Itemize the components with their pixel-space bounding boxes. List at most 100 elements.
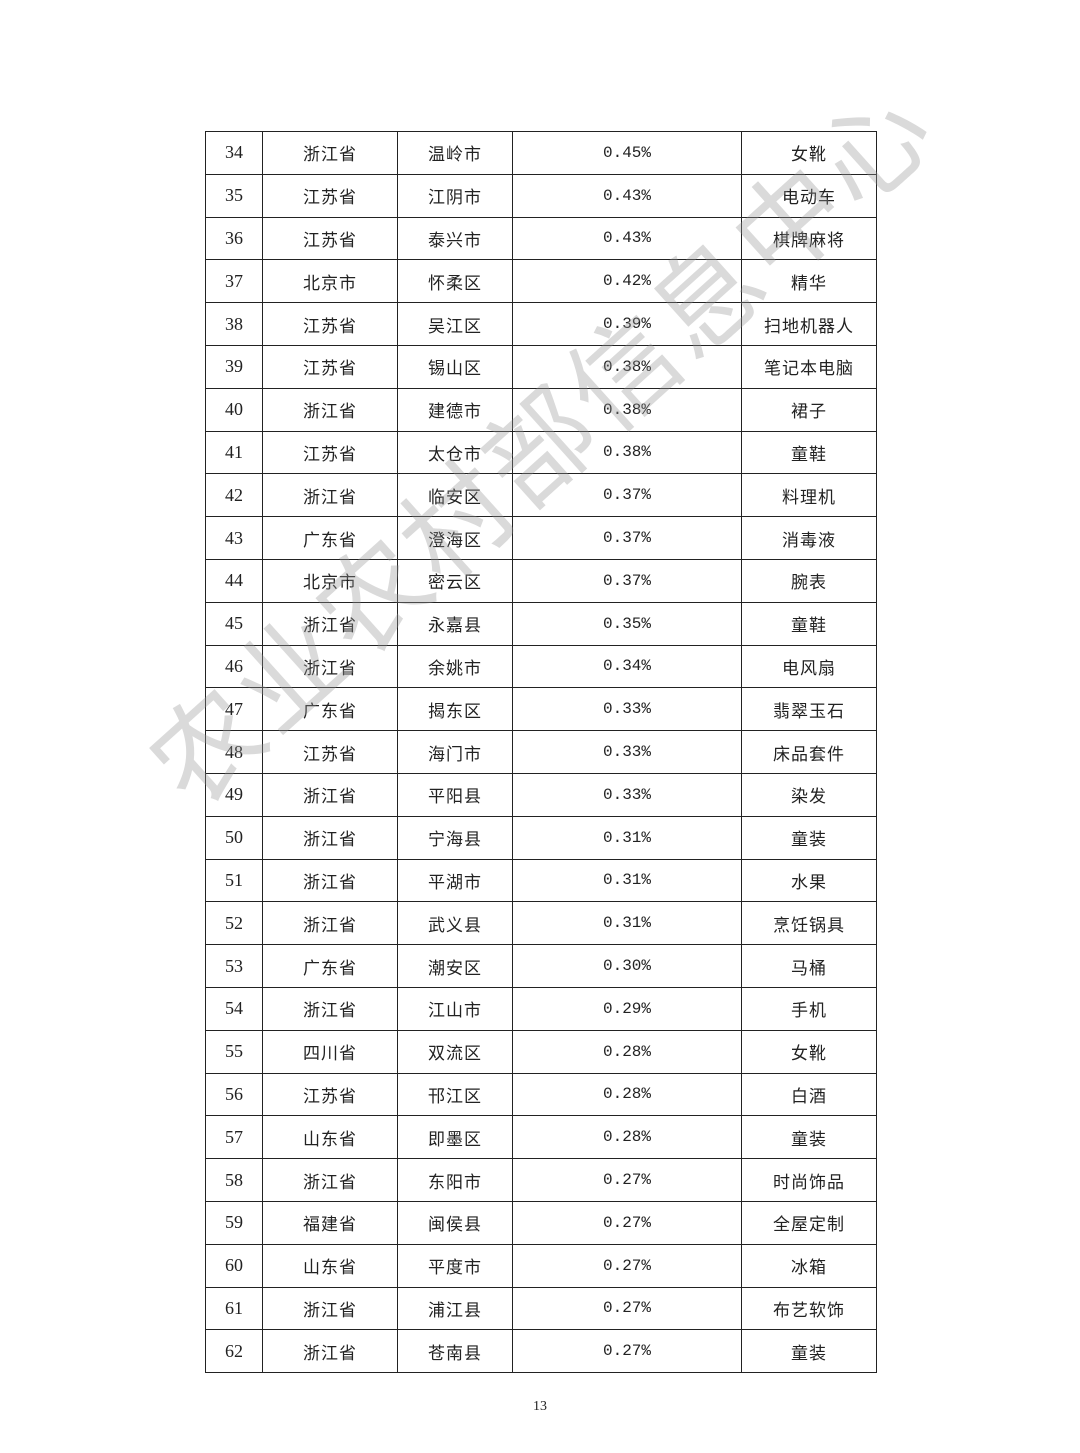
province-cell: 浙江省: [262, 1286, 398, 1331]
rank-cell: 49: [205, 772, 263, 817]
rank-cell: 61: [205, 1286, 263, 1331]
share-cell: 0.31%: [512, 815, 742, 860]
share-cell: 0.31%: [512, 901, 742, 946]
county-cell: 建德市: [397, 387, 513, 432]
county-cell: 海门市: [397, 730, 513, 774]
category-cell: 童装: [741, 1329, 877, 1374]
category-cell: 布艺软饰: [741, 1286, 877, 1331]
share-cell: 0.28%: [512, 1072, 742, 1117]
category-cell: 马桶: [741, 944, 877, 988]
county-cell: 平度市: [397, 1243, 513, 1288]
table-row: 34 浙江省 温岭市 0.45% 女靴: [205, 131, 877, 175]
share-cell: 0.37%: [512, 558, 742, 603]
province-cell: 江苏省: [262, 173, 398, 218]
page-number: 13: [533, 1399, 547, 1414]
county-cell: 江阴市: [397, 173, 513, 218]
county-cell: 双流区: [397, 1029, 513, 1074]
category-cell: 女靴: [741, 131, 877, 175]
table-row: 56 江苏省 邗江区 0.28% 白酒: [205, 1072, 877, 1117]
county-cell: 平湖市: [397, 858, 513, 903]
province-cell: 浙江省: [262, 473, 398, 518]
rank-cell: 38: [205, 302, 263, 346]
province-cell: 浙江省: [262, 815, 398, 860]
province-cell: 浙江省: [262, 1158, 398, 1202]
share-cell: 0.43%: [512, 173, 742, 218]
province-cell: 江苏省: [262, 1072, 398, 1117]
county-cell: 怀柔区: [397, 259, 513, 304]
county-cell: 闽侯县: [397, 1200, 513, 1245]
category-cell: 女靴: [741, 1029, 877, 1074]
county-cell: 吴江区: [397, 302, 513, 346]
share-cell: 0.37%: [512, 516, 742, 560]
rank-cell: 43: [205, 516, 263, 560]
county-cell: 密云区: [397, 558, 513, 603]
rank-cell: 60: [205, 1243, 263, 1288]
share-cell: 0.38%: [512, 344, 742, 389]
rank-cell: 54: [205, 986, 263, 1031]
province-cell: 浙江省: [262, 644, 398, 689]
county-cell: 泰兴市: [397, 216, 513, 261]
category-cell: 床品套件: [741, 730, 877, 774]
rank-cell: 58: [205, 1158, 263, 1202]
province-cell: 浙江省: [262, 601, 398, 646]
table-row: 49 浙江省 平阳县 0.33% 染发: [205, 772, 877, 817]
rank-cell: 56: [205, 1072, 263, 1117]
province-cell: 四川省: [262, 1029, 398, 1074]
share-cell: 0.27%: [512, 1200, 742, 1245]
county-cell: 温岭市: [397, 131, 513, 175]
share-cell: 0.43%: [512, 216, 742, 261]
category-cell: 童装: [741, 1115, 877, 1160]
rank-cell: 47: [205, 687, 263, 732]
province-cell: 北京市: [262, 558, 398, 603]
rank-cell: 51: [205, 858, 263, 903]
share-cell: 0.34%: [512, 644, 742, 689]
table-row: 36 江苏省 泰兴市 0.43% 棋牌麻将: [205, 216, 877, 261]
rank-cell: 50: [205, 815, 263, 860]
share-cell: 0.31%: [512, 858, 742, 903]
rank-cell: 42: [205, 473, 263, 518]
table-row: 41 江苏省 太仓市 0.38% 童鞋: [205, 430, 877, 475]
province-cell: 江苏省: [262, 730, 398, 774]
province-cell: 广东省: [262, 687, 398, 732]
table-row: 45 浙江省 永嘉县 0.35% 童鞋: [205, 601, 877, 646]
province-cell: 浙江省: [262, 986, 398, 1031]
ranking-table: 34 浙江省 温岭市 0.45% 女靴 35 江苏省 江阴市 0.43% 电动车 36 江苏省 泰兴市 0…: [205, 131, 877, 1374]
share-cell: 0.45%: [512, 131, 742, 175]
rank-cell: 44: [205, 558, 263, 603]
rank-cell: 59: [205, 1200, 263, 1245]
share-cell: 0.28%: [512, 1029, 742, 1074]
category-cell: 电风扇: [741, 644, 877, 689]
rank-cell: 39: [205, 344, 263, 389]
province-cell: 山东省: [262, 1243, 398, 1288]
table-row: 51 浙江省 平湖市 0.31% 水果: [205, 858, 877, 903]
share-cell: 0.38%: [512, 430, 742, 475]
share-cell: 0.42%: [512, 259, 742, 304]
category-cell: 白酒: [741, 1072, 877, 1117]
category-cell: 童鞋: [741, 430, 877, 475]
county-cell: 临安区: [397, 473, 513, 518]
category-cell: 冰箱: [741, 1243, 877, 1288]
share-cell: 0.27%: [512, 1329, 742, 1374]
category-cell: 扫地机器人: [741, 302, 877, 346]
category-cell: 棋牌麻将: [741, 216, 877, 261]
county-cell: 余姚市: [397, 644, 513, 689]
category-cell: 手机: [741, 986, 877, 1031]
province-cell: 福建省: [262, 1200, 398, 1245]
county-cell: 宁海县: [397, 815, 513, 860]
province-cell: 广东省: [262, 944, 398, 988]
table-row: 48 江苏省 海门市 0.33% 床品套件: [205, 730, 877, 774]
province-cell: 山东省: [262, 1115, 398, 1160]
county-cell: 锡山区: [397, 344, 513, 389]
table-row: 52 浙江省 武义县 0.31% 烹饪锅具: [205, 901, 877, 946]
share-cell: 0.30%: [512, 944, 742, 988]
county-cell: 潮安区: [397, 944, 513, 988]
province-cell: 浙江省: [262, 901, 398, 946]
category-cell: 时尚饰品: [741, 1158, 877, 1202]
province-cell: 北京市: [262, 259, 398, 304]
county-cell: 平阳县: [397, 772, 513, 817]
county-cell: 揭东区: [397, 687, 513, 732]
share-cell: 0.37%: [512, 473, 742, 518]
share-cell: 0.27%: [512, 1286, 742, 1331]
category-cell: 烹饪锅具: [741, 901, 877, 946]
table-row: 35 江苏省 江阴市 0.43% 电动车: [205, 173, 877, 218]
